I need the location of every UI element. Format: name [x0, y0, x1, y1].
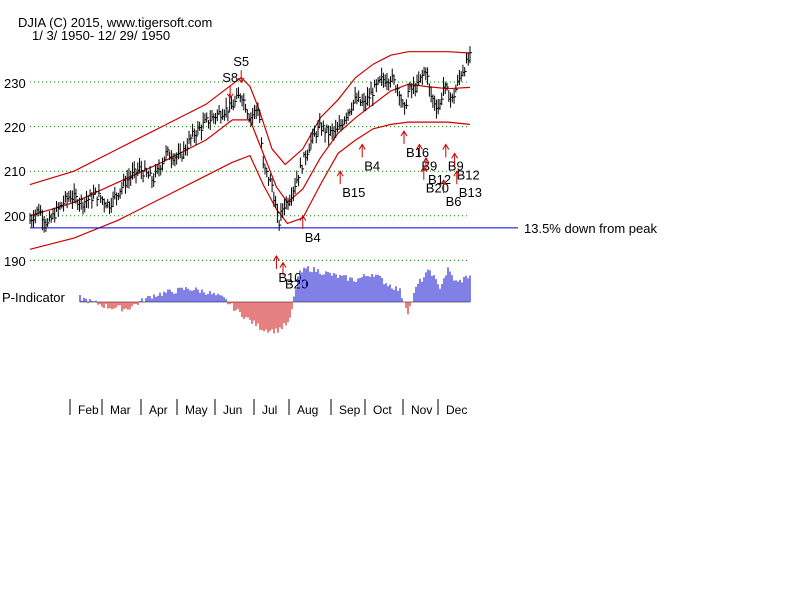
lower-band — [29, 121, 471, 250]
chart-title: DJIA (C) 2015, www.tigersoft.com — [18, 15, 212, 30]
month-label-jun: Jun — [223, 403, 242, 417]
buy-arrow-head — [358, 143, 366, 150]
month-label-may: May — [185, 403, 208, 417]
y-tick-220: 220 — [4, 120, 26, 135]
month-label-sep: Sep — [339, 403, 361, 417]
grid-lines — [30, 81, 470, 261]
bollinger-bands — [29, 51, 471, 250]
support-line-group: 13.5% down from peak — [30, 221, 657, 236]
buy-arrow-head — [400, 130, 408, 137]
y-tick-200: 200 — [4, 209, 26, 224]
signal-label-b13: B13 — [459, 185, 482, 200]
buy-arrow-head — [279, 261, 287, 268]
signal-label-b15: B15 — [342, 185, 365, 200]
price-bars — [29, 46, 472, 233]
chart-subtitle: 1/ 3/ 1950- 12/ 29/ 1950 — [32, 28, 170, 43]
sell-arrow-head — [237, 77, 245, 84]
buy-arrow-head — [420, 165, 428, 172]
month-label-jul: Jul — [262, 403, 277, 417]
buy-arrow-head — [440, 179, 448, 186]
buy-arrow-head — [336, 170, 344, 177]
month-label-mar: Mar — [110, 403, 131, 417]
buy-arrow-head — [422, 156, 430, 164]
signal-label-b16: B16 — [406, 145, 429, 160]
month-label-nov: Nov — [411, 403, 432, 417]
signal-label-b9: B9 — [448, 158, 464, 173]
month-label-dec: Dec — [446, 403, 467, 417]
month-label-feb: Feb — [78, 403, 99, 417]
month-axis: Feb Mar Apr May Jun Jul Aug Sep Oct Nov Dec — [69, 399, 467, 417]
y-tick-210: 210 — [4, 164, 26, 179]
month-label-oct: Oct — [373, 403, 392, 417]
y-tick-190: 190 — [4, 254, 26, 269]
buy-arrow-head — [415, 143, 423, 150]
y-tick-230: 230 — [4, 76, 26, 91]
buy-arrow-head — [442, 143, 450, 150]
month-label-aug: Aug — [297, 403, 318, 417]
support-line-label: 13.5% down from peak — [524, 221, 657, 236]
buy-arrow-head — [299, 214, 307, 222]
signal-label-s5: S5 — [233, 54, 249, 69]
p-indicator-histogram — [79, 266, 471, 334]
signal-label-b4: B4 — [364, 158, 380, 173]
signal-label-b10: B10 — [278, 270, 301, 285]
buy-arrow-head — [453, 170, 461, 177]
signal-label-b20: B20 — [285, 277, 308, 292]
month-label-apr: Apr — [149, 403, 168, 417]
upper-band — [29, 51, 471, 186]
sell-arrow-head — [226, 93, 234, 99]
signal-label-b12: B12 — [457, 167, 480, 182]
p-indicator-label: P-Indicator — [2, 290, 66, 305]
buy-arrow-head — [451, 152, 459, 159]
signal-label-b6: B6 — [446, 194, 462, 209]
signal-label-b4: B4 — [305, 230, 321, 245]
signal-label-s8: S8 — [222, 70, 238, 85]
buy-arrow-head — [272, 254, 280, 262]
